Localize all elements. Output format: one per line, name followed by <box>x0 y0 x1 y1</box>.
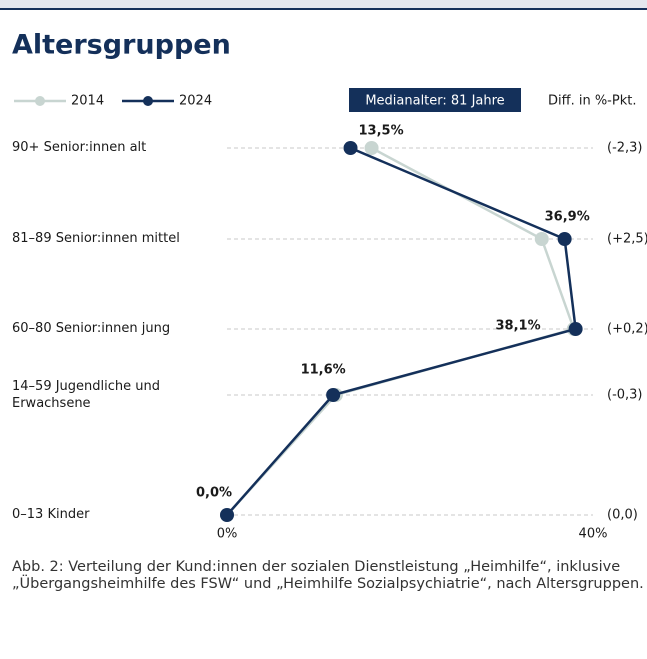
legend-label: 2014 <box>71 94 104 109</box>
legend-marker <box>143 96 153 106</box>
y-tick-label: 81–89 Senior:innen mittel <box>12 231 180 246</box>
legend-label: 2024 <box>179 94 212 109</box>
legend-marker <box>35 96 45 106</box>
data-point <box>534 232 549 246</box>
diff-label: (-0,3) <box>607 388 643 403</box>
diff-label: (-2,3) <box>607 141 643 156</box>
data-label: 0,0% <box>196 486 232 501</box>
data-point <box>557 232 572 246</box>
data-label: 38,1% <box>496 319 541 334</box>
data-point <box>568 322 583 336</box>
x-tick-label: 0% <box>217 527 238 542</box>
annotation-box <box>349 88 521 112</box>
data-point <box>220 508 234 522</box>
diff-label: (0,0) <box>607 508 638 523</box>
annotation: Medianalter: 81 Jahre <box>365 94 504 109</box>
data-label: 36,9% <box>545 210 590 225</box>
caption: Abb. 2: Verteilung der Kund:innen der so… <box>12 559 644 592</box>
diff-header: Diff. in %-Pkt. <box>548 94 636 109</box>
y-tick-label: 60–80 Senior:innen jung <box>12 321 171 336</box>
chart-title: Altersgruppen <box>12 30 231 61</box>
x-tick-label: 40% <box>579 527 608 542</box>
data-label: 11,6% <box>301 363 346 378</box>
y-tick-label: 0–13 Kinder <box>12 507 90 522</box>
top-band <box>0 0 647 8</box>
diff-label: (+2,5) <box>607 232 647 247</box>
data-point <box>343 141 358 155</box>
y-tick-label: 90+ Senior:innen alt <box>12 140 147 155</box>
y-tick-label: 14–59 Jugendliche und Erwachsene <box>12 379 161 411</box>
data-label: 13,5% <box>359 124 404 139</box>
diff-label: (+0,2) <box>607 322 647 337</box>
data-point <box>364 141 379 155</box>
data-point <box>326 388 341 402</box>
